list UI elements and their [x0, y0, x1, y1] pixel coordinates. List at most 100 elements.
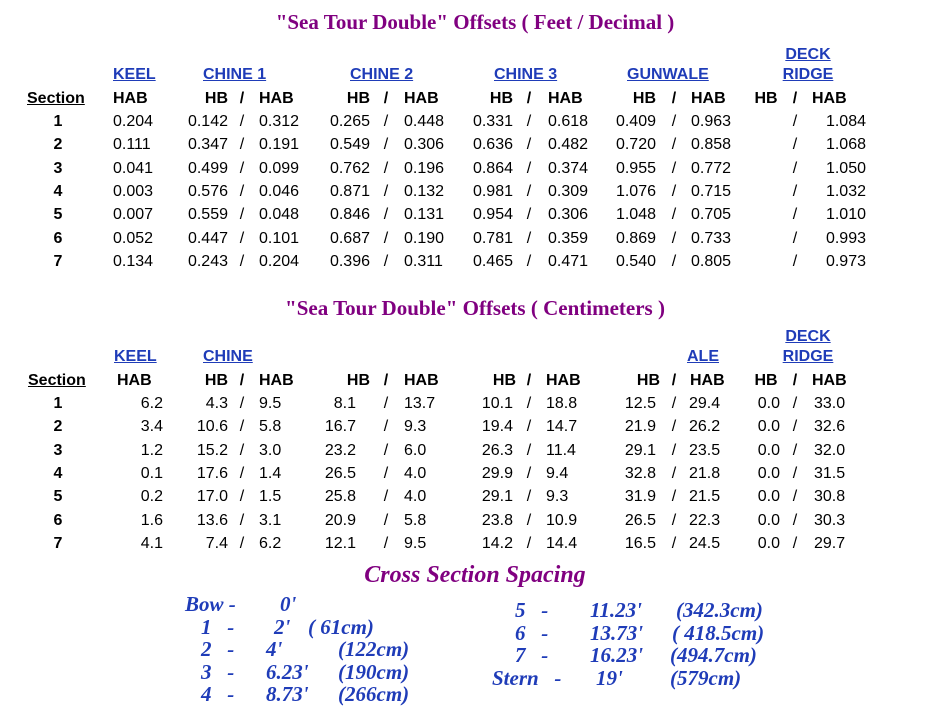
offset-value: 10.1	[481, 395, 513, 412]
cell-separator: /	[792, 182, 798, 200]
cell-separator: /	[792, 511, 798, 529]
offset-value: 25.8	[324, 488, 356, 506]
cell-separator: /	[383, 488, 389, 506]
feet-table-title: "Sea Tour Double" Offsets ( Feet / Decim…	[275, 10, 675, 34]
column-separator: /	[239, 90, 245, 107]
spacing-cm: (122cm)	[338, 637, 410, 661]
offset-value: 0.963	[691, 113, 732, 130]
offset-value: 0.347	[187, 136, 228, 154]
spacing-station: 3 -	[201, 659, 235, 684]
column-header-hb: HB	[346, 90, 370, 107]
spacing-feet: 6.23'	[266, 659, 309, 684]
offset-value: 29.1	[624, 441, 656, 459]
offset-value: 21.5	[689, 488, 721, 506]
cell-separator: /	[383, 534, 389, 552]
offset-value: 0.142	[187, 113, 228, 130]
cell-separator: /	[526, 159, 532, 177]
cell-separator: /	[383, 511, 389, 529]
cell-separator: /	[239, 113, 245, 130]
spacing-feet: 16.23'	[590, 643, 644, 667]
offset-value: 0.204	[259, 252, 300, 270]
offset-value: 4.0	[404, 464, 427, 482]
offset-value: 0.0	[757, 511, 780, 529]
offset-value: 0.471	[548, 252, 589, 270]
offset-value: 10.9	[546, 511, 578, 529]
cell-separator: /	[239, 511, 245, 529]
cell-separator: /	[239, 418, 245, 436]
group-ridge-label: RIDGE	[782, 66, 834, 83]
section-number: 1	[53, 395, 63, 412]
offset-value: 0.805	[691, 252, 732, 270]
offset-value: 9.5	[259, 395, 282, 412]
cell-separator: /	[671, 159, 677, 177]
cell-separator: /	[526, 511, 532, 529]
group-keel-cm: KEEL	[114, 348, 157, 365]
offset-value: 1.6	[140, 511, 163, 529]
column-header-hab: HAB	[548, 90, 583, 107]
offset-value: 0.733	[691, 229, 732, 247]
cell-separator: /	[671, 229, 677, 247]
cell-separator: /	[383, 182, 389, 200]
spacing-station: 6 -	[515, 620, 549, 645]
offset-value: 0.0	[757, 488, 780, 506]
cell-separator: /	[383, 159, 389, 177]
offset-value: 0.687	[329, 229, 370, 247]
offset-value: 0.306	[548, 206, 589, 224]
offset-value: 0.1	[140, 464, 163, 482]
spacing-station: 5 -	[515, 598, 549, 622]
cell-separator: /	[239, 206, 245, 224]
offset-value: 1.032	[825, 182, 866, 200]
group-chine-2: CHINE 2	[350, 66, 414, 83]
offset-value: 1.068	[825, 136, 866, 154]
spacing-feet: 0'	[280, 592, 297, 616]
offset-value: 0.618	[548, 113, 589, 130]
cell-separator: /	[792, 464, 798, 482]
offset-value: 30.8	[814, 488, 846, 506]
section-number: 5	[53, 206, 63, 224]
offset-value: 0.0	[757, 534, 780, 552]
offset-value: 32.6	[814, 418, 846, 436]
offset-value: 15.2	[196, 441, 228, 459]
offset-value: 24.5	[689, 534, 721, 552]
section-number: 4	[53, 182, 63, 200]
column-separator: /	[383, 90, 389, 107]
cell-separator: /	[383, 418, 389, 436]
group-gunwale: GUNWALE	[627, 66, 709, 83]
cell-separator: /	[239, 159, 245, 177]
offset-value: 0.196	[404, 159, 445, 177]
column-header-hab: HAB	[812, 90, 847, 107]
cell-separator: /	[792, 229, 798, 247]
offset-value: 0.973	[825, 252, 866, 270]
offset-value: 6.2	[259, 534, 282, 552]
offset-value: 9.4	[546, 464, 569, 482]
cell-separator: /	[239, 252, 245, 270]
offset-value: 0.0	[757, 395, 780, 412]
section-number: 6	[53, 511, 63, 529]
offset-value: 29.1	[481, 488, 513, 506]
offset-value: 5.8	[259, 418, 282, 436]
column-header-hb: HB	[489, 90, 513, 107]
cell-separator: /	[239, 136, 245, 154]
cell-separator: /	[671, 395, 677, 412]
offset-value: 0.954	[472, 206, 513, 224]
column-header-hb: HB	[204, 90, 228, 107]
offset-value: 0.772	[691, 159, 732, 177]
offset-value: 29.7	[814, 534, 846, 552]
cell-separator: /	[383, 395, 389, 412]
offset-value: 9.3	[546, 488, 569, 506]
column-header-hb: HB	[492, 372, 516, 389]
cell-separator: /	[239, 441, 245, 459]
group-chine-3: CHINE 3	[494, 66, 558, 83]
offset-value: 0.331	[472, 113, 513, 130]
offset-value: 0.540	[615, 252, 656, 270]
offset-value: 0.190	[404, 229, 445, 247]
cell-separator: /	[792, 488, 798, 506]
offset-value: 0.359	[548, 229, 589, 247]
cell-separator: /	[792, 159, 798, 177]
offset-value: 17.0	[196, 488, 228, 506]
column-header-hab: HAB	[690, 372, 725, 389]
offset-value: 0.781	[472, 229, 513, 247]
offset-value: 0.003	[113, 182, 154, 200]
cell-separator: /	[239, 182, 245, 200]
offset-value: 7.4	[205, 534, 228, 552]
